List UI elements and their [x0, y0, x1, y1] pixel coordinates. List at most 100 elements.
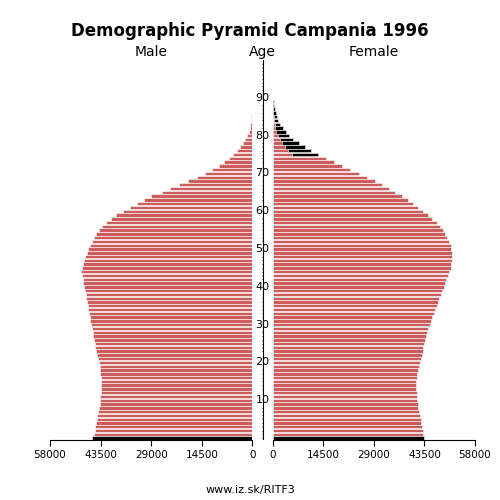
Bar — [100, 402, 252, 406]
Bar — [99, 228, 252, 232]
Bar — [272, 285, 444, 288]
Bar — [272, 108, 275, 111]
Bar — [86, 251, 252, 254]
Bar — [102, 224, 253, 228]
Bar — [272, 217, 432, 220]
Bar — [272, 422, 422, 424]
Bar — [272, 425, 422, 428]
Bar — [272, 346, 424, 349]
Text: 40: 40 — [256, 282, 270, 292]
Bar — [188, 180, 252, 182]
Text: 50: 50 — [256, 244, 270, 254]
Bar — [98, 410, 252, 414]
Bar — [272, 180, 374, 182]
Bar — [196, 176, 252, 179]
Bar — [233, 153, 252, 156]
Bar — [100, 364, 252, 368]
Bar — [250, 122, 252, 126]
Bar — [99, 361, 252, 364]
Bar — [246, 138, 252, 141]
Bar — [212, 168, 252, 172]
Bar — [82, 270, 252, 274]
Bar — [84, 258, 252, 262]
Bar — [273, 108, 275, 111]
Bar — [92, 327, 252, 330]
Bar — [170, 187, 252, 190]
Bar — [85, 255, 252, 258]
Bar — [272, 115, 277, 118]
Bar — [92, 436, 252, 440]
Bar — [82, 274, 252, 277]
Bar — [272, 100, 274, 103]
Bar — [94, 334, 252, 338]
Bar — [83, 278, 252, 281]
Bar — [272, 376, 416, 380]
Bar — [272, 111, 276, 114]
Bar — [272, 330, 427, 334]
Bar — [97, 353, 252, 356]
Bar — [272, 172, 359, 175]
Bar — [272, 304, 436, 308]
Bar — [292, 153, 318, 156]
Bar — [272, 134, 289, 138]
Bar — [98, 414, 252, 417]
Bar — [272, 176, 367, 179]
Bar — [272, 168, 350, 172]
Bar — [272, 214, 428, 216]
Bar — [272, 142, 299, 145]
Bar — [272, 391, 416, 394]
Bar — [86, 292, 252, 296]
Bar — [84, 285, 252, 288]
Bar — [272, 262, 452, 266]
Bar — [272, 232, 446, 235]
Bar — [272, 436, 424, 440]
Bar — [272, 361, 420, 364]
Bar — [162, 190, 252, 194]
Bar — [272, 164, 342, 168]
Bar — [274, 122, 280, 126]
Bar — [272, 384, 416, 387]
Bar — [272, 357, 421, 360]
Bar — [111, 217, 253, 220]
Bar — [100, 395, 252, 398]
Bar — [272, 432, 424, 436]
Bar — [90, 316, 252, 319]
Bar — [92, 240, 252, 243]
Bar — [272, 202, 413, 205]
Bar — [272, 104, 274, 107]
Title: Female: Female — [348, 45, 399, 59]
Bar — [272, 194, 402, 198]
Bar — [272, 334, 426, 338]
Bar — [96, 232, 252, 235]
Bar — [272, 319, 431, 322]
Text: 10: 10 — [256, 396, 270, 406]
Bar — [228, 156, 252, 160]
Bar — [94, 342, 252, 345]
Bar — [272, 119, 278, 122]
Bar — [280, 138, 293, 141]
Bar — [82, 266, 252, 270]
Bar — [100, 372, 252, 376]
Bar — [272, 228, 443, 232]
Bar — [272, 388, 416, 390]
Title: Age: Age — [249, 45, 276, 59]
Bar — [96, 422, 252, 424]
Bar — [219, 164, 252, 168]
Bar — [272, 342, 424, 345]
Bar — [272, 224, 440, 228]
Bar — [88, 304, 252, 308]
Bar — [272, 368, 418, 372]
Bar — [272, 138, 293, 141]
Bar — [151, 194, 252, 198]
Bar — [276, 126, 282, 130]
Text: Demographic Pyramid Campania 1996: Demographic Pyramid Campania 1996 — [71, 22, 429, 40]
Bar — [100, 368, 252, 372]
Bar — [206, 172, 252, 175]
Bar — [272, 300, 438, 304]
Bar — [272, 130, 285, 134]
Bar — [272, 255, 452, 258]
Bar — [272, 414, 420, 417]
Bar — [224, 160, 252, 164]
Bar — [272, 289, 442, 292]
Bar — [96, 350, 252, 353]
